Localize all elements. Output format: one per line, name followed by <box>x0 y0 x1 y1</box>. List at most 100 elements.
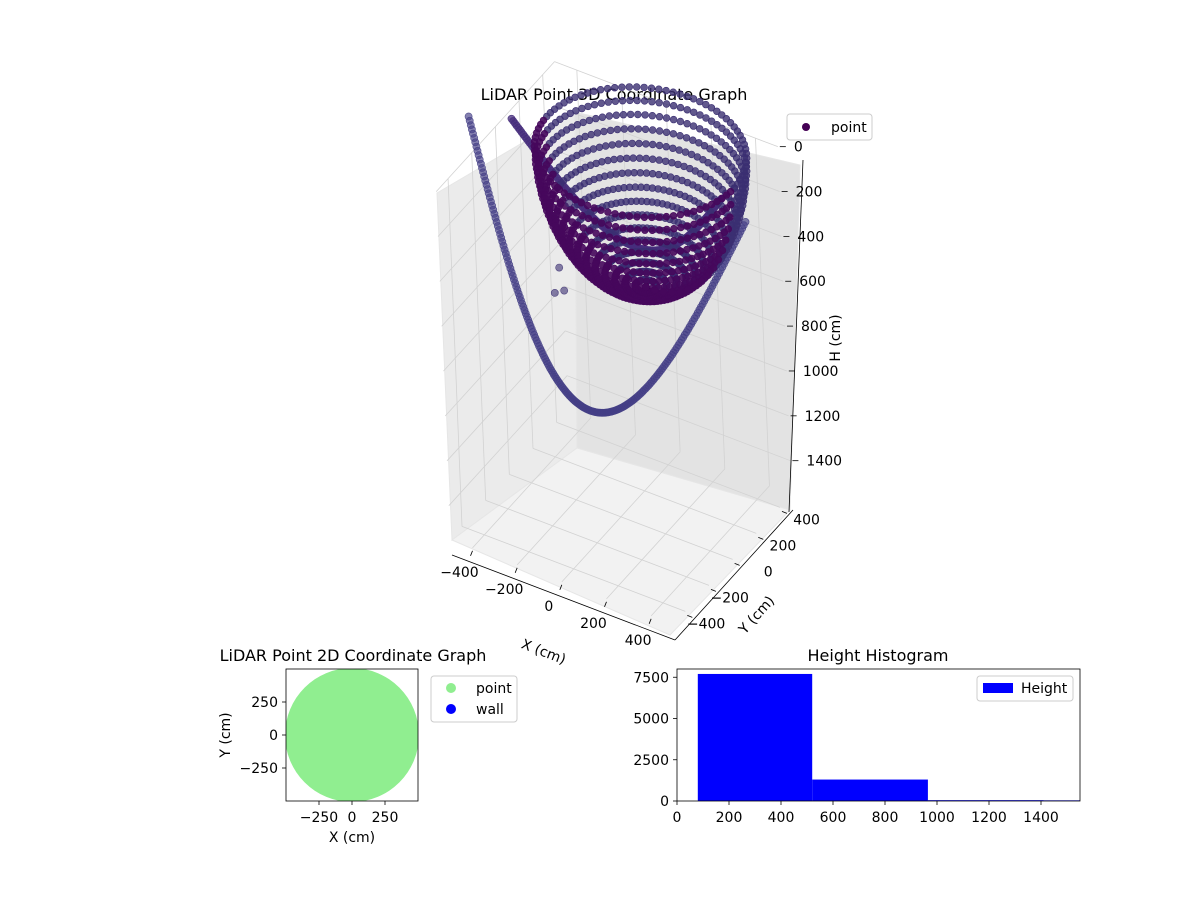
dome-point <box>635 139 643 148</box>
plot-2d: LiDAR Point 2D Coordinate Graph −250 0 250… <box>218 646 518 846</box>
z-tick-label: 400 <box>797 229 824 245</box>
dome-point <box>707 104 716 112</box>
dome-point <box>662 259 671 267</box>
dome-point <box>707 117 716 125</box>
y-tick-label: 200 <box>770 538 797 554</box>
scatter-point <box>565 199 574 208</box>
dome-point <box>669 130 677 138</box>
dome-point <box>618 96 627 105</box>
chart-2d-x-ticks: −250 0 250 <box>300 801 398 826</box>
legend-box <box>976 675 1074 702</box>
dome-point <box>613 125 622 134</box>
gridline-z <box>448 375 568 506</box>
gridline-y <box>518 100 534 449</box>
dome-point <box>684 285 692 294</box>
dome-point <box>648 140 657 149</box>
dome-point <box>669 144 677 153</box>
chart-3d-zlabel: H (cm) <box>828 314 844 361</box>
dome-point <box>585 227 594 235</box>
gridline-y <box>494 126 510 475</box>
dome-point <box>654 170 663 179</box>
chart-2d-xlabel: X (cm) <box>329 830 375 846</box>
dome-point <box>611 223 620 231</box>
chart-3d-legend: point <box>786 113 873 141</box>
dome-point <box>630 169 638 177</box>
dome-point <box>655 85 663 93</box>
dome-point <box>649 260 657 268</box>
x-tick-label: 1200 <box>971 810 1007 826</box>
dome-point <box>604 208 612 216</box>
dome-point <box>712 134 721 143</box>
dome-point <box>605 112 613 120</box>
dome-point <box>627 125 635 133</box>
dome-point <box>662 212 671 221</box>
dome-point <box>626 96 634 105</box>
x-tick-label: −200 <box>485 582 523 598</box>
dome-point <box>656 260 664 268</box>
dome-point <box>655 226 664 234</box>
y-tick-mark <box>734 562 740 566</box>
dome-point <box>636 169 644 177</box>
dome-point <box>612 111 620 119</box>
x-tick-mark <box>648 618 652 624</box>
dome-point <box>593 129 602 137</box>
x-tick-label: 400 <box>625 633 652 649</box>
dome-point <box>722 236 730 244</box>
gridline-z <box>441 195 561 327</box>
dome-point <box>648 170 657 178</box>
chart-3d-title: LiDAR Point 3D Coordinate Graph <box>481 85 748 104</box>
histogram-x-ticks: 0 200 400 600 800 1000 1200 1400 <box>673 801 1059 826</box>
dome-point <box>629 268 638 276</box>
x-tick-label: −400 <box>440 565 478 581</box>
dome-point <box>662 86 670 95</box>
dome-point <box>669 101 678 110</box>
dome-point <box>676 210 685 219</box>
z-tick-label: 1400 <box>806 454 842 470</box>
dome-point <box>610 155 618 164</box>
dome-point <box>648 213 656 222</box>
x-tick-label: −250 <box>300 810 338 826</box>
gridline-z <box>443 240 563 372</box>
dome-point <box>604 98 612 106</box>
legend-label-wall: wall <box>476 702 504 718</box>
dome-point <box>649 277 657 285</box>
y-axis-line <box>674 509 794 641</box>
histogram-frame <box>676 668 1081 802</box>
dome-point <box>668 159 676 167</box>
chart-3d-y-ticks: −400 −200 0 200 400 <box>687 510 820 632</box>
gridline-y <box>471 152 487 501</box>
dome-point <box>691 282 699 290</box>
dome-point <box>676 236 685 244</box>
dome-point <box>655 213 663 221</box>
dome-point <box>675 146 683 154</box>
dome-point <box>681 148 690 156</box>
dome-point <box>626 225 634 233</box>
dome-point <box>669 115 678 124</box>
dome-point <box>600 243 608 251</box>
dome-point <box>648 155 657 163</box>
x-tick-mark <box>514 567 518 573</box>
dome-point <box>598 231 607 240</box>
dome-point <box>726 213 734 221</box>
dome-point <box>695 125 704 133</box>
dome-point <box>659 288 668 296</box>
dome-point <box>600 127 608 136</box>
dome-point <box>718 246 727 255</box>
dome-point <box>593 240 602 249</box>
dome-point <box>597 99 605 107</box>
dome-point <box>709 264 718 272</box>
z-tick-label: 1200 <box>805 409 841 425</box>
gridline-x <box>755 138 770 486</box>
dome-point <box>627 248 636 257</box>
x-tick-label: 200 <box>716 810 743 826</box>
dome-point <box>628 259 637 267</box>
x-tick-label: 800 <box>872 810 899 826</box>
dome-point <box>560 189 568 197</box>
dome-point <box>713 107 721 116</box>
y-tick-mark <box>781 510 788 514</box>
dome-point <box>641 226 649 234</box>
dome-point <box>579 224 588 232</box>
dome-point <box>578 212 586 220</box>
dome-point <box>650 286 659 294</box>
dome-point <box>689 122 698 130</box>
